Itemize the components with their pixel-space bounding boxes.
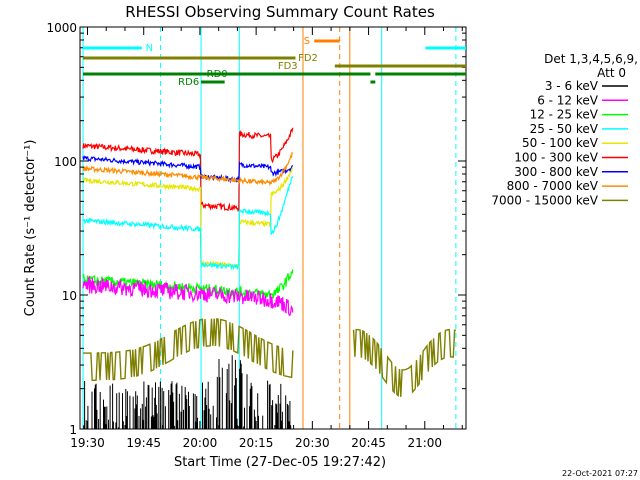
x-tick-label: 19:45	[126, 436, 161, 450]
x-tick-label: 21:00	[407, 436, 442, 450]
legend-label: 3 - 6 keV	[545, 79, 599, 93]
flag-label-rd6: RD6	[178, 77, 199, 88]
y-tick-label: 100	[54, 155, 77, 169]
legend-label: 7000 - 15000 keV	[491, 193, 598, 207]
series-line-7000-15000kev	[83, 318, 457, 397]
render-timestamp: 22-Oct-2021 07:27	[562, 469, 638, 478]
series-line-50-100kev	[82, 167, 294, 269]
y-axis-label: Count Rate (s⁻¹ detector⁻¹)	[23, 140, 38, 317]
flag-label-fd2: FD2	[298, 53, 318, 64]
legend-label: 25 - 50 keV	[530, 122, 599, 136]
legend-label: 100 - 300 keV	[514, 151, 598, 165]
series-line-3-6kev	[83, 355, 292, 429]
legend-label: 50 - 100 keV	[522, 136, 599, 150]
x-tick-label: 20:15	[239, 436, 274, 450]
flag-label-fd3: FD3	[278, 61, 298, 72]
legend-label: 6 - 12 keV	[537, 93, 599, 107]
y-tick-label: 10	[62, 289, 77, 303]
x-tick-label: 20:00	[183, 436, 218, 450]
series-line-800-7000kev	[82, 151, 294, 187]
legend-label: 12 - 25 keV	[530, 108, 599, 122]
x-axis-label: Start Time (27-Dec-05 19:27:42)	[174, 455, 386, 470]
x-tick-label: 19:30	[70, 436, 105, 450]
flag-label-rd0: RD0	[207, 69, 228, 80]
flag-label-n: N	[146, 43, 153, 54]
x-axis: 19:30 19:45 20:00 20:15 20:30 20:45 21:00	[70, 27, 463, 450]
legend-header-line2: Att 0	[597, 66, 626, 80]
chart-title: RHESSI Observing Summary Count Rates	[125, 3, 435, 21]
legend-label: 300 - 800 keV	[514, 165, 598, 179]
series-line-100-300kev	[82, 127, 294, 213]
y-tick-label: 1000	[46, 21, 77, 35]
legend-header-line1: Det 1,3,4,5,6,9,	[544, 52, 638, 66]
plot-frame	[79, 26, 467, 430]
series-line-25-50kev	[82, 176, 294, 271]
legend-label: 800 - 7000 keV	[507, 179, 599, 193]
x-tick-label: 20:45	[351, 436, 386, 450]
x-tick-label: 20:30	[295, 436, 330, 450]
plot-area	[82, 27, 457, 429]
flag-label-s: S	[304, 36, 310, 47]
y-tick-label: 1	[69, 423, 77, 437]
series-line-300-800kev	[82, 155, 294, 184]
series-line-6-12kev	[82, 275, 294, 316]
